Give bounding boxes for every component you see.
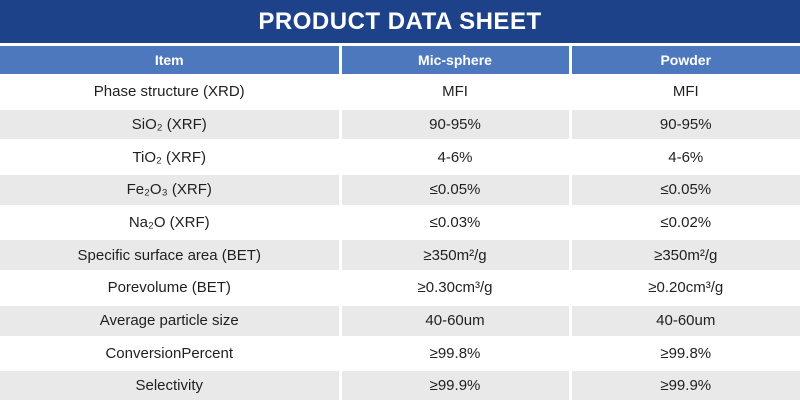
item-cell: Specific surface area (BET) — [0, 237, 342, 274]
powder-cell: MFI — [568, 74, 800, 110]
mic-sphere-cell: MFI — [338, 74, 572, 110]
powder-cell: ≥350m²/g — [568, 237, 800, 274]
item-cell: TiO₂ (XRF) — [0, 139, 342, 176]
powder-cell: ≥0.20cm³/g — [568, 270, 800, 306]
powder-cell: ≤0.05% — [568, 172, 800, 208]
mic-sphere-cell: ≥99.8% — [338, 335, 572, 372]
powder-cell: 40-60um — [568, 302, 800, 339]
product-data-table: Item Mic-sphere Powder Phase structure (… — [0, 43, 800, 400]
mic-sphere-cell: ≥99.9% — [338, 368, 572, 400]
item-cell: Selectivity — [0, 368, 342, 400]
mic-sphere-cell: 4-6% — [338, 139, 572, 176]
table-row: Fe₂O₃ (XRF) ≤0.05% ≤0.05% — [0, 172, 800, 208]
powder-cell: ≤0.02% — [568, 204, 800, 241]
item-cell: SiO₂ (XRF) — [0, 106, 342, 143]
powder-cell: 4-6% — [568, 139, 800, 176]
table-row: Na₂O (XRF) ≤0.03% ≤0.02% — [0, 204, 800, 241]
table-row: Average particle size 40-60um 40-60um — [0, 302, 800, 339]
table-row: SiO₂ (XRF) 90-95% 90-95% — [0, 106, 800, 143]
item-cell: Porevolume (BET) — [0, 270, 342, 306]
item-cell: Phase structure (XRD) — [0, 74, 342, 110]
table-row: Porevolume (BET) ≥0.30cm³/g ≥0.20cm³/g — [0, 270, 800, 306]
powder-cell: ≥99.8% — [568, 335, 800, 372]
header-row: Item Mic-sphere Powder — [0, 43, 800, 76]
column-header-item: Item — [0, 43, 342, 76]
table-row: TiO₂ (XRF) 4-6% 4-6% — [0, 139, 800, 176]
item-cell: Fe₂O₃ (XRF) — [0, 172, 342, 208]
column-header-mic-sphere: Mic-sphere — [338, 43, 572, 76]
powder-cell: 90-95% — [568, 106, 800, 143]
mic-sphere-cell: 90-95% — [338, 106, 572, 143]
table-row: Selectivity ≥99.9% ≥99.9% — [0, 368, 800, 400]
table-row: ConversionPercent ≥99.8% ≥99.8% — [0, 335, 800, 372]
mic-sphere-cell: ≥0.30cm³/g — [338, 270, 572, 306]
table-row: Phase structure (XRD) MFI MFI — [0, 74, 800, 110]
item-cell: Average particle size — [0, 302, 342, 339]
mic-sphere-cell: ≤0.05% — [338, 172, 572, 208]
mic-sphere-cell: ≥350m²/g — [338, 237, 572, 274]
powder-cell: ≥99.9% — [568, 368, 800, 400]
item-cell: Na₂O (XRF) — [0, 204, 342, 241]
item-cell: ConversionPercent — [0, 335, 342, 372]
column-header-powder: Powder — [568, 43, 800, 76]
table-row: Specific surface area (BET) ≥350m²/g ≥35… — [0, 237, 800, 274]
page-title: PRODUCT DATA SHEET — [0, 0, 800, 43]
mic-sphere-cell: ≤0.03% — [338, 204, 572, 241]
mic-sphere-cell: 40-60um — [338, 302, 572, 339]
